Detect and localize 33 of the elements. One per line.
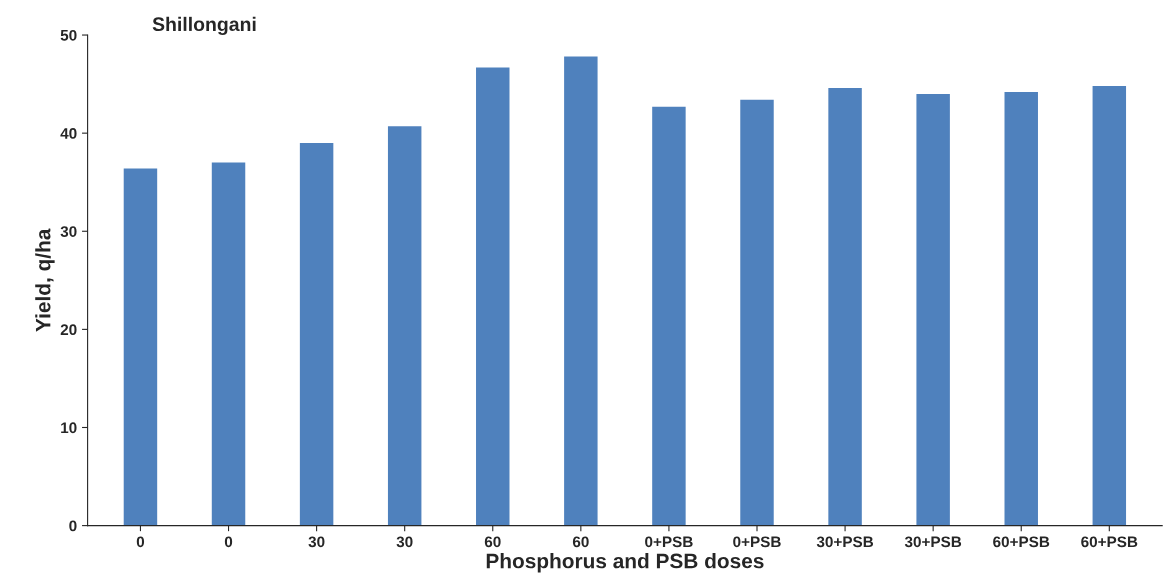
bar [916, 93, 950, 526]
y-tick-label: 0 [69, 520, 77, 532]
x-tick-label: 30 [396, 536, 413, 548]
bar [1092, 86, 1127, 526]
bar [1004, 91, 1038, 526]
bar [652, 106, 686, 526]
x-tick-label: 60 [572, 536, 589, 548]
x-axis-title: Phosphorus and PSB doses [486, 553, 764, 573]
y-tick-label: 40 [60, 128, 77, 139]
y-tick-label: 10 [61, 422, 77, 434]
x-tick-label: 60 [484, 536, 501, 548]
bar [740, 99, 774, 526]
y-tick-label: 30 [60, 226, 77, 237]
bar [828, 88, 862, 526]
x-tick-label: 30+PSB [816, 536, 874, 548]
bar [476, 67, 510, 526]
x-tick-label: 30 [308, 536, 325, 548]
y-tick-label: 20 [60, 324, 77, 336]
y-tick-label: 50 [60, 29, 77, 41]
bar [564, 56, 598, 526]
x-tick-label: 0+PSB [733, 536, 781, 548]
chart-title: Shillongani [152, 16, 256, 36]
x-tick-label: 60+PSB [993, 536, 1050, 548]
x-tick-label: 0 [136, 536, 145, 548]
y-axis-title: Yield, q/ha [35, 228, 55, 332]
x-tick-label: 30+PSB [904, 536, 962, 548]
bar [123, 168, 158, 526]
bar [211, 162, 246, 526]
bar [299, 142, 334, 526]
bar [387, 126, 422, 526]
x-tick-label: 0 [224, 536, 233, 548]
x-tick-label: 60+PSB [1081, 536, 1138, 548]
x-tick-label: 0+PSB [645, 536, 693, 548]
